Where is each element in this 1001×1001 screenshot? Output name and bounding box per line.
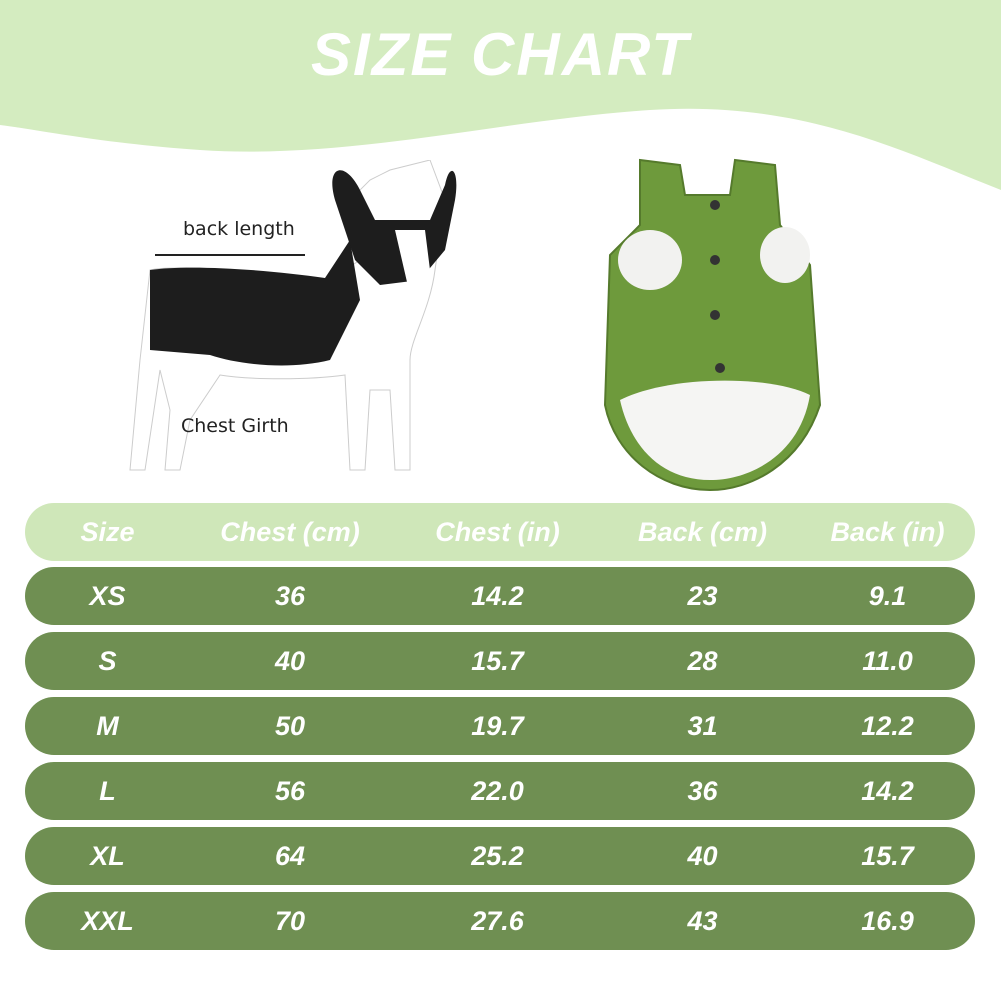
table-cell: 14.2: [471, 580, 524, 611]
table-cell: 27.6: [471, 905, 524, 936]
table-cell: 15.7: [471, 645, 524, 676]
table-row: L 56 22.0 36 14.2: [25, 762, 975, 820]
chest-girth-label: Chest Girth: [181, 415, 289, 437]
table-row: XXL 70 27.6 43 16.9: [25, 892, 975, 950]
table-cell: 19.7: [471, 710, 524, 741]
back-length-label: back length: [183, 218, 295, 240]
table-cell: 16.9: [861, 905, 914, 936]
dog-image: [129, 160, 457, 471]
table-cell: 36: [274, 580, 306, 611]
table-cell: 70: [274, 905, 306, 936]
table-cell: 25.2: [471, 840, 524, 871]
table-cell: 40: [687, 840, 718, 871]
table-cell: 40: [274, 645, 306, 676]
header-cell: Chest (cm): [220, 516, 360, 547]
table-cell: 43: [687, 905, 718, 936]
table-cell: XS: [89, 580, 126, 611]
dog-vest-image: [603, 158, 822, 492]
table-row: XL 64 25.2 40 15.7: [25, 827, 975, 885]
table-cell: 36: [687, 775, 718, 806]
table-cell: 50: [274, 710, 306, 741]
table-cell: 56: [274, 775, 306, 806]
table-cell: 15.7: [861, 840, 914, 871]
table-cell: L: [99, 775, 116, 806]
table-cell: XL: [90, 840, 125, 871]
title-banner: [0, 0, 1001, 190]
table-cell: M: [96, 710, 119, 741]
page-title: SIZE CHART: [311, 21, 690, 88]
table-row: S 40 15.7 28 11.0: [25, 632, 975, 690]
header-cell: Back (in): [830, 516, 945, 547]
header-cell: Back (cm): [637, 516, 768, 547]
table-cell: 9.1: [868, 580, 907, 611]
table-cell: 23: [687, 580, 718, 611]
table-cell: 64: [274, 840, 306, 871]
table-cell: XXL: [81, 905, 134, 936]
table-row: M 50 19.7 31 12.2: [25, 697, 975, 755]
table-header-row: Size Chest (cm) Chest (in) Back (cm) Bac…: [25, 503, 975, 561]
table-cell: 28: [687, 645, 718, 676]
table-cell: S: [98, 645, 117, 676]
table-cell: 31: [687, 710, 718, 741]
table-cell: 14.2: [861, 775, 914, 806]
header-cell: Size: [80, 516, 135, 547]
table-cell: 12.2: [861, 710, 914, 741]
table-row: XS 36 14.2 23 9.1: [25, 567, 975, 625]
table-cell: 11.0: [862, 645, 913, 676]
table-cell: 22.0: [471, 775, 524, 806]
header-cell: Chest (in): [435, 516, 560, 547]
